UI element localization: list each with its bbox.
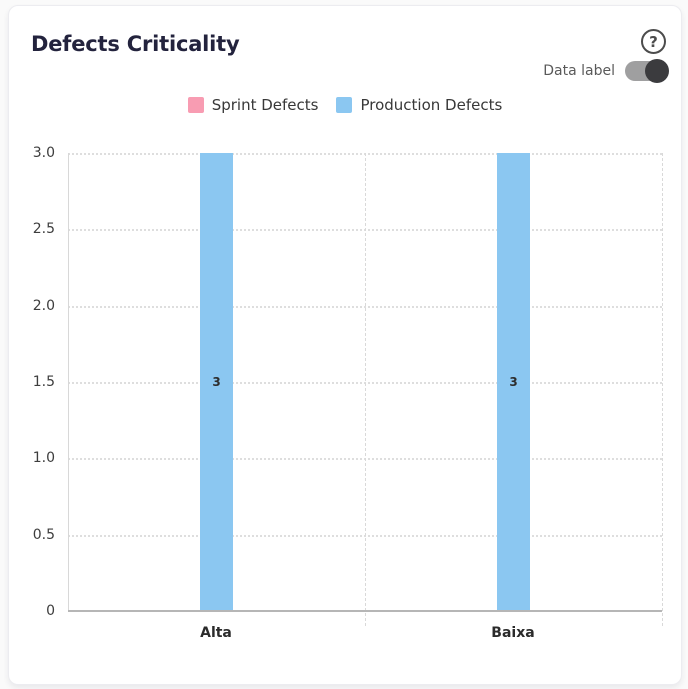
y-tick-label: 2.0 bbox=[32, 297, 55, 314]
y-tick-label: 1.5 bbox=[32, 374, 55, 390]
x-axis-line bbox=[68, 610, 662, 612]
toggle-knob-icon bbox=[645, 59, 669, 83]
y-tick-label: 2.5 bbox=[32, 221, 55, 238]
chart-legend: Sprint Defects Production Defects bbox=[9, 96, 681, 114]
data-label-toggle-row: Data label bbox=[543, 59, 669, 83]
y-axis-line bbox=[68, 153, 69, 611]
bar-production-defects-baixa[interactable]: 3 bbox=[497, 153, 530, 611]
defects-criticality-card: Defects Criticality ? Data label Sprint … bbox=[8, 5, 682, 685]
help-icon[interactable]: ? bbox=[641, 29, 666, 54]
plot-right-border-line bbox=[662, 153, 663, 626]
legend-label-production-defects: Production Defects bbox=[360, 96, 503, 114]
data-label-toggle[interactable] bbox=[625, 59, 669, 83]
production-defects-swatch-icon bbox=[336, 97, 353, 113]
y-tick-label: 0.5 bbox=[32, 526, 55, 543]
category-separator-line bbox=[365, 153, 366, 626]
x-category-label-alta: Alta bbox=[200, 625, 232, 641]
page-title: Defects Criticality bbox=[31, 32, 240, 56]
plot-area: 3.0 2.5 2.0 1.5 1.0 0.5 0 3 3 Alta Baixa bbox=[33, 145, 663, 641]
y-tick-label: 3.0 bbox=[32, 145, 55, 161]
legend-item-sprint-defects[interactable]: Sprint Defects bbox=[187, 96, 319, 114]
sprint-defects-swatch-icon bbox=[187, 97, 204, 113]
legend-item-production-defects[interactable]: Production Defects bbox=[336, 96, 502, 114]
y-tick-label: 1.0 bbox=[32, 450, 55, 467]
bar-data-label: 3 bbox=[509, 375, 518, 389]
y-tick-label: 0 bbox=[46, 603, 55, 619]
legend-label-sprint-defects: Sprint Defects bbox=[211, 96, 319, 114]
bar-production-defects-alta[interactable]: 3 bbox=[200, 153, 233, 611]
question-mark-glyph: ? bbox=[649, 32, 658, 51]
x-category-label-baixa: Baixa bbox=[491, 625, 535, 641]
data-label-toggle-label: Data label bbox=[543, 63, 615, 79]
bar-data-label: 3 bbox=[212, 375, 221, 389]
